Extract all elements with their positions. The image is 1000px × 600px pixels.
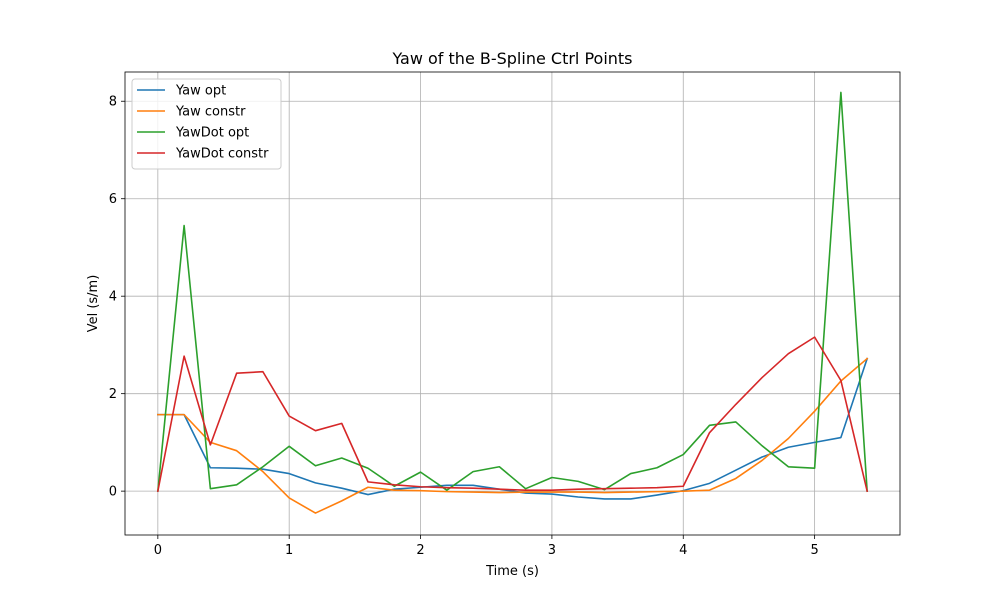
x-tick-label: 4 [679, 543, 687, 558]
x-tick-label: 0 [154, 543, 162, 558]
series-layer [156, 91, 869, 514]
legend: Yaw opt Yaw constr YawDot opt YawDot constr [131, 78, 282, 170]
y-tick-label: 4 [109, 290, 117, 305]
y-tick-label: 8 [109, 95, 117, 110]
x-tick-label: 1 [285, 543, 293, 558]
y-axis-label: Vel (s/m) [86, 275, 101, 333]
y-tick-label: 2 [109, 387, 117, 402]
x-tick-label: 2 [416, 543, 424, 558]
y-axis: 0 2 4 6 8 [109, 95, 125, 500]
series-line-yaw-opt [157, 357, 869, 500]
axes-frame [124, 71, 901, 536]
legend-label-yawdot-constr: YawDot constr [175, 147, 269, 162]
x-axis-label: Time (s) [485, 564, 539, 579]
y-tick-label: 0 [109, 485, 117, 500]
series-line-yawdot-opt [156, 91, 869, 493]
series-line-yaw-constr [157, 357, 869, 514]
series-line-yawdot-constr [156, 336, 869, 493]
legend-label-yaw-constr: Yaw constr [175, 105, 246, 120]
chart-title: Yaw of the B-Spline Ctrl Points [391, 49, 632, 68]
legend-label-yaw-opt: Yaw opt [175, 84, 226, 99]
x-axis: 0 1 2 3 4 5 [154, 535, 819, 558]
grid [125, 72, 900, 535]
x-tick-label: 5 [810, 543, 818, 558]
legend-box [131, 78, 282, 170]
y-tick-label: 6 [109, 192, 117, 207]
legend-label-yawdot-opt: YawDot opt [175, 126, 249, 141]
x-tick-label: 3 [548, 543, 556, 558]
